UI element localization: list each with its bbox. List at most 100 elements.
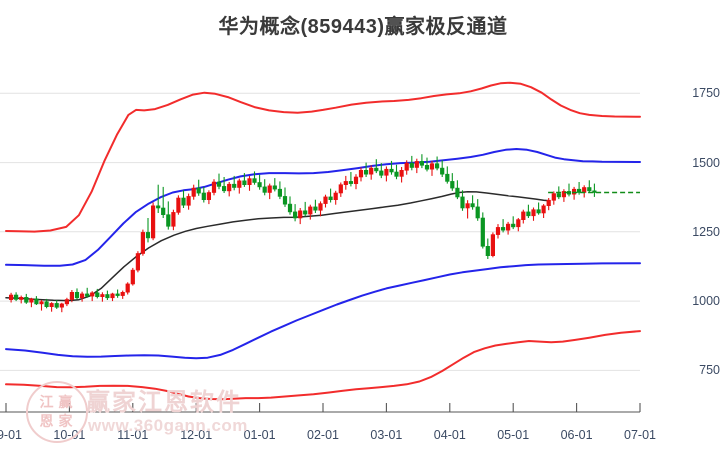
candle-body [222,186,227,192]
candle-body [282,196,288,205]
candle-body [379,170,384,176]
candle-body [394,171,399,177]
candle-body [389,168,394,173]
candle-body [135,253,141,271]
candle-body [227,183,232,192]
candle-body [201,192,206,200]
candle-body [592,190,597,193]
candle-body [531,209,536,217]
x-tick-label: 07-01 [624,428,656,442]
channel-bands [5,81,641,401]
candle-body [480,217,485,247]
candle-body [546,199,551,206]
candle-body [292,211,298,219]
candle-body [556,193,561,198]
candle-body [156,205,161,209]
candle-body [110,293,115,299]
x-tick-label: 09-01 [0,428,22,442]
channel-line-3 [5,262,641,360]
candle-body [115,293,120,296]
channel-line-0 [5,81,641,233]
candle-body [455,187,460,198]
candle-body [14,294,19,300]
candle-body [49,303,54,307]
candle-body [216,181,222,187]
candle-body [59,303,64,308]
candle-body [206,192,212,200]
x-tick-label: 12-01 [180,428,213,442]
candle-body [186,196,191,206]
candle-body [252,178,257,183]
x-tick-label: 02-01 [307,428,339,442]
candle-body [475,206,480,219]
candle-body [105,294,110,299]
x-tick-label: 05-01 [497,428,530,442]
candle-body [303,210,308,215]
candle-body [90,292,95,297]
candle-body [409,162,414,168]
candle-body [39,301,44,305]
candle-body [363,170,369,175]
candle-body [140,232,146,254]
candlesticks [9,154,597,313]
candle-body [191,187,196,197]
candle-body [130,269,135,285]
candle-body [69,291,74,300]
candle-body [313,206,318,211]
x-tick-label: 04-01 [433,428,466,442]
channel-line-1 [5,148,641,267]
candle-body [353,176,359,184]
y-tick-label: 1500 [692,155,720,170]
candle-body [495,227,501,235]
page-title: 华为概念(859443)赢家极反通道 [218,16,508,38]
candle-body [369,167,374,175]
candle-body [24,296,29,303]
candle-body [551,193,556,201]
candle-body [277,188,283,197]
candle-body [374,167,379,172]
candle-body [267,185,272,193]
candle-body [414,161,419,168]
candle-body [445,173,450,182]
candle-body [100,294,105,298]
candle-body [171,212,176,227]
candle-body [450,181,455,189]
candle-body [80,293,85,299]
candle-body [485,246,490,257]
candle-body [125,283,130,293]
candle-body [74,291,80,299]
candle-body [166,214,171,227]
candle-body [44,301,49,308]
candle-body [34,298,39,305]
candle-body [333,192,338,200]
candle-body [500,227,506,231]
candle-body [470,203,475,208]
candle-body [576,188,582,193]
candle-body [161,207,166,215]
x-tick-label: 01-01 [243,428,276,442]
candle-body [176,197,181,213]
candle-body [505,223,511,231]
candle-body [287,203,293,213]
y-tick-label: 1750 [692,86,720,101]
candle-body [587,187,592,192]
candle-body [272,185,277,190]
candle-body [419,161,425,166]
candle-body [536,209,541,214]
candle-body [54,303,59,308]
candle-body [399,170,404,177]
gridlines [0,92,640,371]
candle-body [151,205,156,239]
candle-body [521,211,526,220]
candle-body [541,205,546,214]
candle-body [434,163,440,169]
candle-body [338,184,343,194]
x-tick-label: 10-01 [53,428,86,442]
candle-body [328,196,333,200]
candle-body [526,211,531,217]
candle-body [516,219,521,228]
candle-body [64,299,69,305]
candle-body [424,165,430,170]
